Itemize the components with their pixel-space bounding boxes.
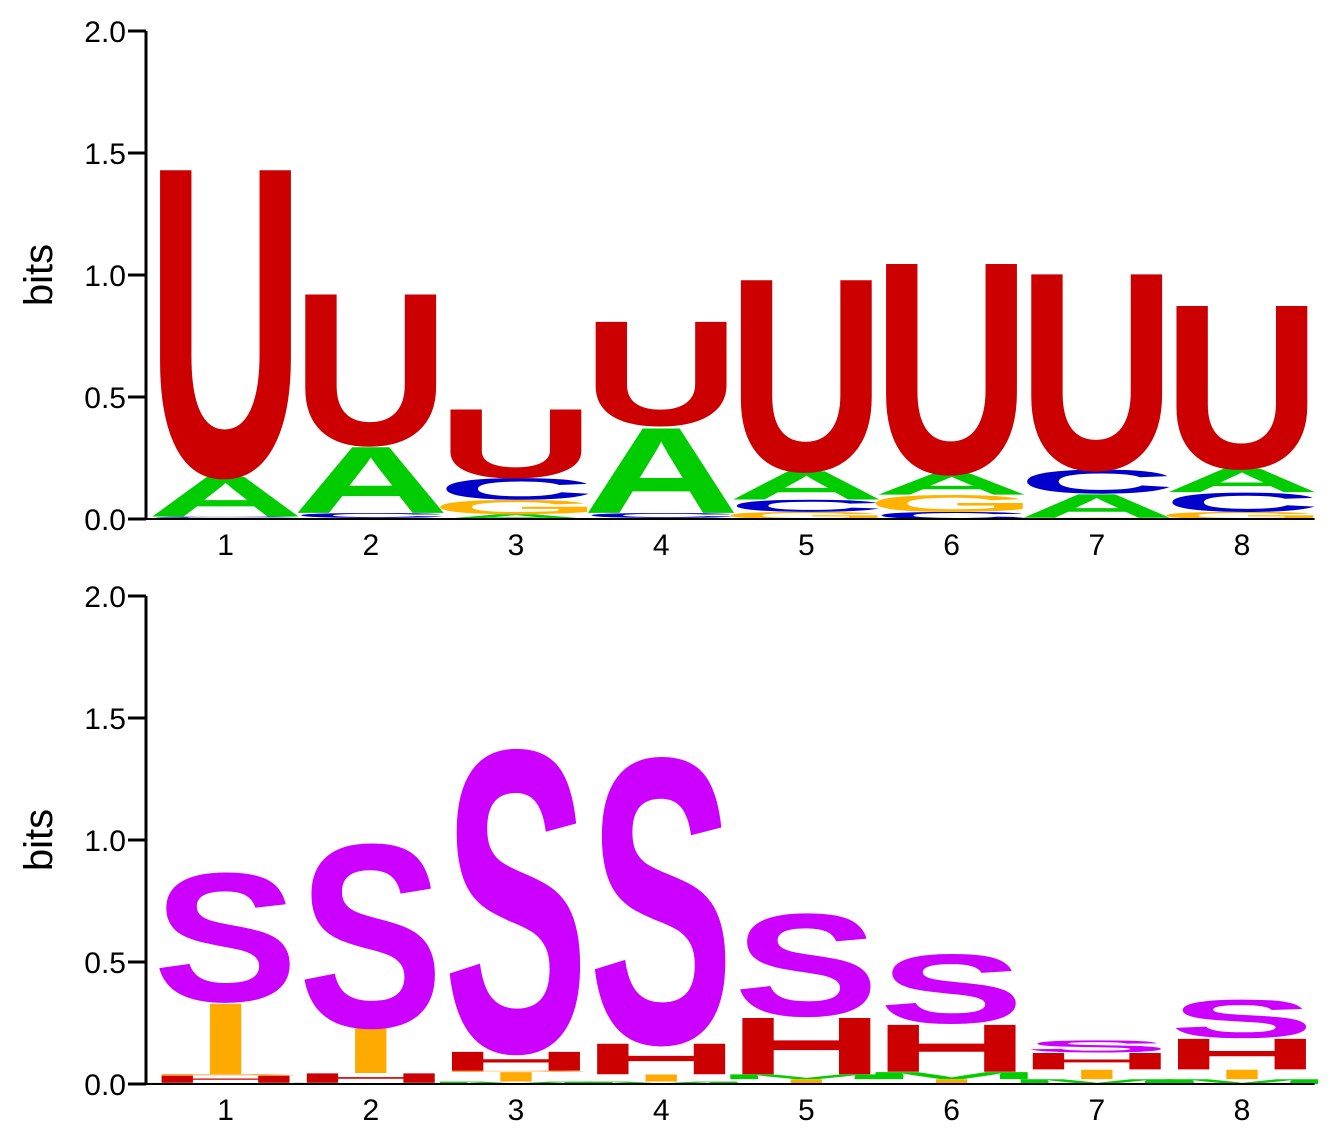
logo-letter-b: B (437, 1070, 594, 1072)
logo-letter-m: M (425, 1081, 606, 1085)
logo-letter-m: M (1151, 1078, 1332, 1086)
logo-letter-c: C (1163, 487, 1320, 517)
x-tick-label: 3 (508, 1094, 525, 1127)
y-tick-label: 2.0 (84, 581, 126, 614)
x-tick-label: 6 (943, 1094, 960, 1127)
logo-letter-s: S (589, 673, 734, 1130)
logo-letter-s: S (153, 835, 298, 1040)
x-tick-label: 5 (798, 1094, 815, 1127)
logo-letter-a: A (1163, 462, 1320, 500)
logo-letter-m: M (571, 1081, 752, 1085)
logo-panel-bottom: MHBISMHISMIBHSMIHSIMHSIMHSMIHSMIHS0.00.5… (17, 581, 1333, 1130)
logo-letter-s: S (1169, 988, 1314, 1049)
logo-letter-g: G (722, 510, 891, 521)
x-tick-label: 2 (362, 1094, 379, 1127)
logo-letter-a: A (873, 467, 1030, 501)
logo-letter-h: H (147, 1073, 304, 1084)
logo-letter-c: C (728, 496, 885, 515)
logo-letter-s: S (1024, 1037, 1169, 1056)
y-tick-label: 0.0 (84, 1069, 126, 1102)
logo-letter-i: I (776, 1078, 836, 1086)
logo-letter-u: U (147, 74, 304, 569)
logo-letter-m: M (1006, 1078, 1187, 1086)
y-tick-label: 0.5 (84, 382, 126, 415)
x-tick-label: 1 (217, 1094, 234, 1127)
logo-letter-g: G (867, 490, 1036, 517)
x-tick-label: 5 (798, 529, 815, 562)
y-axis-title: bits (17, 809, 61, 871)
x-tick-label: 3 (508, 529, 525, 562)
logo-letter-c: C (873, 510, 1030, 521)
logo-letter-c: C (292, 512, 449, 520)
logo-letter-u: U (1018, 215, 1175, 530)
logo-letter-i: I (486, 1069, 546, 1084)
logo-letter-h: H (437, 1046, 594, 1076)
x-tick-label: 8 (1234, 1094, 1251, 1127)
y-tick-label: 1.5 (84, 138, 126, 171)
logo-letter-a: A (583, 403, 740, 540)
logo-letter-i: I (341, 1015, 401, 1087)
logo-letter-m: M (861, 1070, 1042, 1081)
x-tick-label: 8 (1234, 529, 1251, 562)
x-tick-label: 2 (362, 529, 379, 562)
x-tick-label: 6 (943, 529, 960, 562)
x-tick-label: 7 (1088, 1094, 1105, 1127)
logo-letter-u: U (583, 289, 740, 457)
logo-letter-i: I (921, 1078, 981, 1086)
y-tick-label: 1.0 (84, 825, 126, 858)
logo-panel-top: GCAUGCAUAGCUGCAUGCAUCGAUGACUGCAU0.00.51.… (17, 16, 1327, 569)
logo-letter-b: B (147, 1074, 304, 1076)
logo-letter-c: C (1018, 463, 1175, 501)
logo-letter-c: C (583, 512, 740, 520)
logo-letter-s: S (734, 884, 879, 1047)
logo-letter-c: C (437, 472, 594, 506)
logo-letter-g: G (431, 496, 600, 519)
logo-letter-s: S (443, 659, 588, 1130)
logo-letter-u: U (1163, 256, 1320, 519)
logo-letter-i: I (1212, 1067, 1272, 1082)
y-tick-label: 0.5 (84, 947, 126, 980)
logo-letter-c: C (147, 516, 304, 518)
logo-letter-h: H (1163, 1030, 1320, 1079)
logo-letter-h: H (873, 1011, 1030, 1087)
logo-letter-i: I (1067, 1067, 1127, 1082)
y-tick-label: 1.5 (84, 703, 126, 736)
logo-letter-i: I (631, 1072, 691, 1083)
logo-letter-h: H (728, 1000, 885, 1092)
logo-letter-s: S (879, 934, 1024, 1044)
y-tick-label: 0.0 (84, 504, 126, 537)
x-tick-label: 4 (653, 529, 670, 562)
logo-letter-a: A (292, 427, 449, 534)
logo-letter-u: U (728, 220, 885, 529)
logo-letter-i: I (195, 982, 255, 1096)
logo-letter-h: H (1018, 1048, 1175, 1075)
logo-letter-m: M (716, 1073, 897, 1081)
x-tick-label: 7 (1088, 529, 1105, 562)
x-tick-label: 1 (217, 529, 234, 562)
logo-letter-h: H (583, 1034, 740, 1083)
logo-letter-u: U (873, 198, 1030, 537)
y-tick-label: 1.0 (84, 260, 126, 293)
logo-letter-s: S (298, 790, 443, 1083)
logo-letter-a: A (437, 513, 594, 521)
x-tick-label: 4 (653, 1094, 670, 1127)
logo-letter-a: A (728, 463, 885, 509)
logo-letter-u: U (292, 248, 449, 491)
logo-letter-h: H (292, 1070, 449, 1085)
y-tick-label: 2.0 (84, 16, 126, 49)
y-axis-title: bits (17, 244, 61, 306)
logo-letter-g: G (1157, 510, 1326, 521)
logo-letter-u: U (437, 388, 594, 498)
